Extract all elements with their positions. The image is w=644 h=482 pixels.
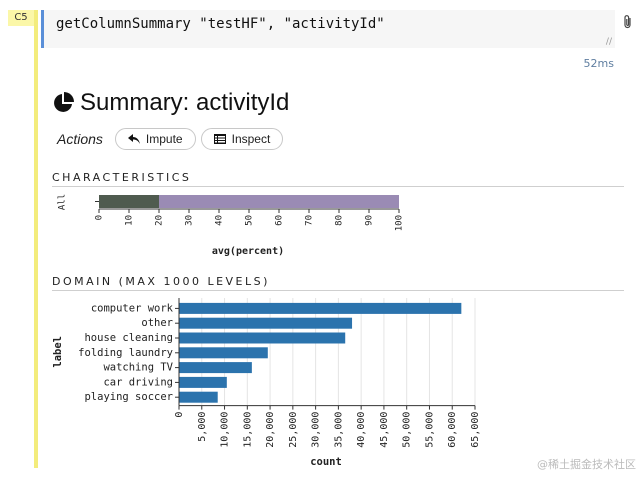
- table-list-icon: [213, 134, 226, 144]
- characteristics-chart: All 0 10 20 30 40 50 60 70 80 90 100 avg(percent): [58, 194, 405, 257]
- x-tick-label: 100: [395, 215, 405, 231]
- y-tick-label: other: [141, 317, 173, 329]
- bar-segment: [99, 195, 159, 208]
- x-tick-label: 15,000: [242, 412, 253, 448]
- y-tick-label: All: [58, 194, 68, 210]
- x-axis-title: count: [310, 456, 342, 468]
- bar: [179, 332, 346, 344]
- cell-selection-bar: [34, 10, 38, 468]
- impute-button[interactable]: Impute: [114, 128, 196, 150]
- x-tick-label: 0: [95, 215, 105, 220]
- bar: [179, 391, 218, 403]
- bar: [179, 302, 462, 314]
- y-tick-label: car driving: [103, 376, 173, 388]
- inspect-button-label: Inspect: [231, 132, 271, 146]
- resize-handle-icon[interactable]: //: [605, 37, 612, 47]
- bar: [179, 376, 227, 388]
- code-editor[interactable]: getColumnSummary "testHF", "activityId" …: [41, 10, 615, 48]
- x-tick-label: 45,000: [379, 412, 390, 448]
- x-tick-label: 80: [335, 215, 345, 226]
- cell-label[interactable]: C5: [8, 10, 34, 26]
- pie-chart-icon: [54, 92, 74, 112]
- actions-label: Actions: [57, 131, 103, 147]
- y-tick-label: computer work: [91, 302, 174, 314]
- x-tick-label: 50: [245, 215, 255, 226]
- x-tick-label: 35,000: [333, 412, 344, 448]
- x-tick-label: 65,000: [470, 412, 481, 448]
- x-tick-label: 90: [365, 215, 375, 226]
- reply-arrow-icon: [127, 134, 140, 144]
- bar: [179, 347, 268, 359]
- divider: [52, 290, 624, 291]
- characteristics-heading: CHARACTERISTICS: [52, 171, 192, 184]
- summary-heading: Summary: activityId: [52, 88, 289, 118]
- x-tick-label: 50,000: [402, 412, 413, 448]
- bar-segment: [159, 195, 399, 208]
- paperclip-icon[interactable]: [622, 14, 634, 30]
- x-tick-label: 60: [275, 215, 285, 226]
- x-axis-title: avg(percent): [212, 246, 284, 257]
- cell-gutter: C5: [8, 10, 38, 468]
- domain-chart: computer work other house cleaning folding …: [52, 298, 481, 468]
- x-tick-label: 70: [305, 215, 315, 226]
- x-tick-label: 55,000: [424, 412, 435, 448]
- x-tick-label: 5,000: [197, 412, 208, 442]
- x-tick-label: 40,000: [356, 412, 367, 448]
- y-tick-label: folding laundry: [78, 347, 173, 359]
- y-tick-label: playing soccer: [84, 391, 173, 403]
- bar: [179, 362, 252, 374]
- x-tick-label: 30: [185, 215, 195, 226]
- code-text[interactable]: getColumnSummary "testHF", "activityId": [56, 16, 385, 32]
- domain-heading: DOMAIN (MAX 1000 LEVELS): [52, 275, 270, 288]
- bar: [179, 317, 353, 329]
- y-tick-label: watching TV: [103, 362, 173, 374]
- execution-time: 52ms: [583, 57, 614, 70]
- x-tick-label: 20,000: [265, 412, 276, 448]
- divider: [52, 186, 624, 187]
- impute-button-label: Impute: [145, 132, 183, 146]
- y-axis-title: label: [52, 336, 64, 368]
- x-tick-label: 40: [215, 215, 225, 226]
- x-tick-label: 0: [174, 412, 185, 418]
- page-title: Summary: activityId: [80, 89, 290, 116]
- y-tick-label: house cleaning: [84, 332, 173, 344]
- x-tick-label: 30,000: [311, 412, 322, 448]
- actions-bar: Actions Impute Inspect: [57, 126, 288, 152]
- x-tick-label: 10,000: [220, 412, 231, 448]
- inspect-button[interactable]: Inspect: [200, 128, 284, 150]
- x-tick-label: 60,000: [447, 412, 458, 448]
- x-tick-label: 10: [125, 215, 135, 226]
- x-tick-label: 20: [155, 215, 165, 226]
- watermark: @稀土掘金技术社区: [537, 458, 636, 471]
- x-tick-label: 25,000: [288, 412, 299, 448]
